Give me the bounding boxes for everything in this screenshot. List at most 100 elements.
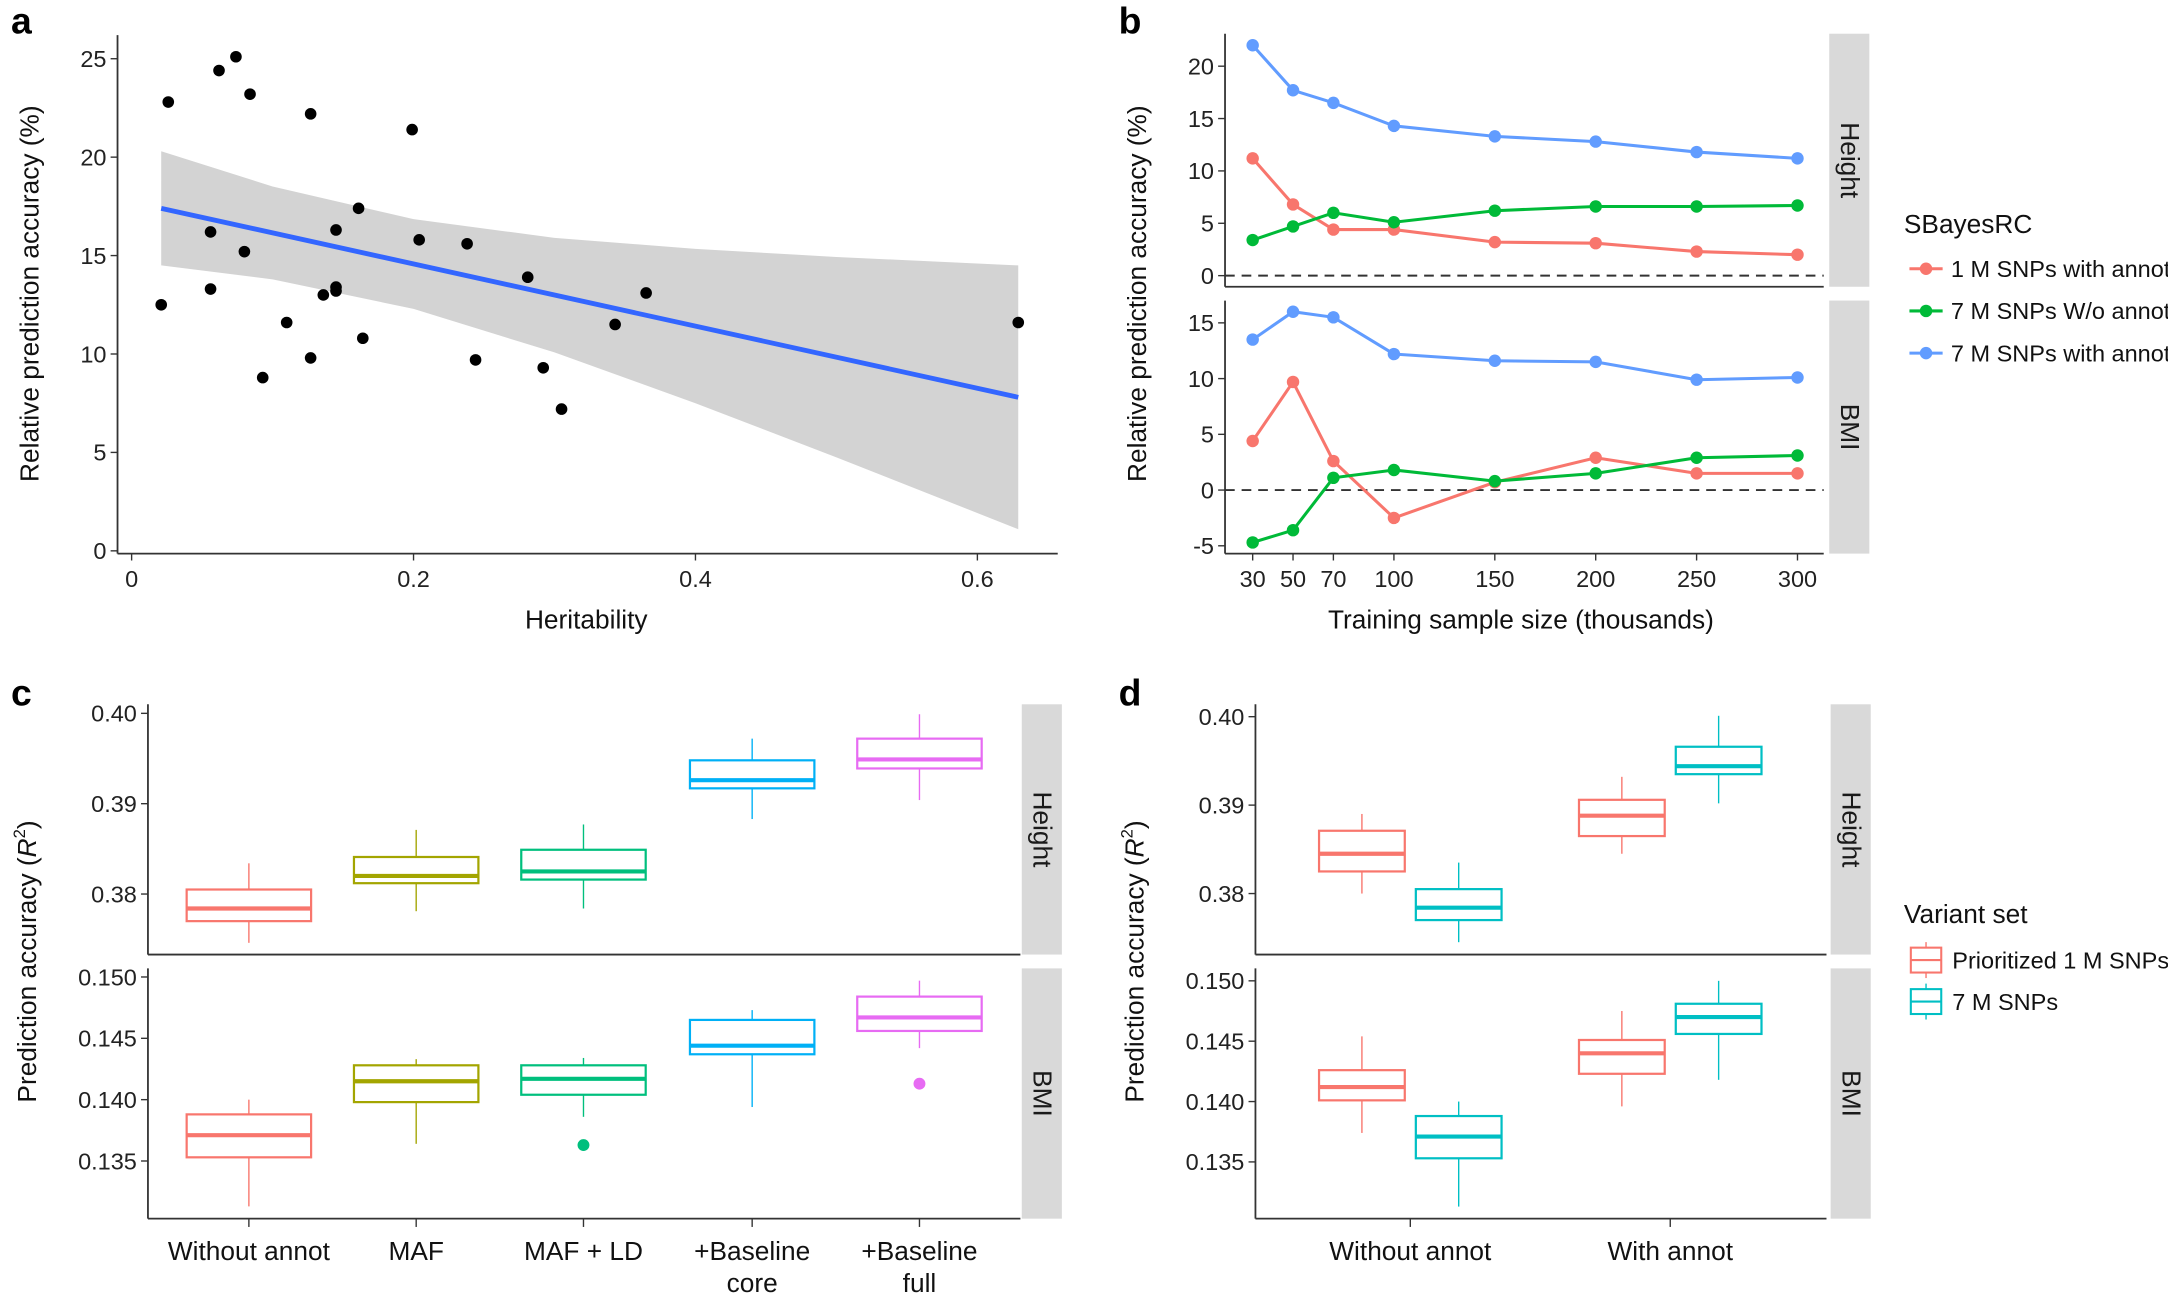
legend-key-point — [1919, 262, 1933, 275]
scatter-point — [537, 361, 550, 374]
panel-letter-a: a — [11, 0, 32, 42]
series-point — [1690, 467, 1703, 480]
panel-d-bmi-y-tick-label: 0.135 — [1186, 1149, 1245, 1175]
box — [520, 1057, 647, 1151]
panel-d-height-facet-strip — [1830, 704, 1871, 955]
series-point — [1387, 119, 1401, 133]
scatter-point — [304, 352, 317, 364]
series-point — [1488, 474, 1502, 488]
scatter-point — [640, 287, 652, 299]
panel-c-bmi-y-tick-label: 0.145 — [78, 1026, 137, 1052]
panel-c-height-facet-strip — [1021, 704, 1062, 955]
panel-d-bmi-facet-label: BMI — [1836, 1070, 1866, 1117]
box-iqr — [688, 759, 816, 790]
panel-c-x-tick-label: MAF + LD — [524, 1236, 643, 1266]
legend-item: 1 M SNPs with annot — [1909, 256, 2168, 282]
panel-c-y-axis-title: Prediction accuracy (R2) — [10, 820, 42, 1102]
panel-b-bmi-facet-strip — [1829, 300, 1870, 554]
panel-b-height-facet-strip — [1829, 33, 1870, 287]
panel-d-x-tick-label-line: With annot — [1607, 1236, 1733, 1266]
panel-b-bmi-y-tick-label: 5 — [1201, 422, 1214, 448]
panel-a-y-axis-title: Relative prediction accuracy (%) — [15, 105, 45, 482]
box — [185, 863, 313, 943]
box — [1414, 1101, 1503, 1207]
panel-a-x-tick-label: 0 — [125, 566, 138, 592]
panel-c-bmi-y-tick-label: 0.140 — [78, 1087, 137, 1113]
panel-d-legend: Variant set Prioritized 1 M SNPs 7 M SNPs — [1904, 899, 2168, 1020]
panel-d-height-y-tick-label: 0.39 — [1199, 792, 1245, 818]
box — [856, 714, 983, 801]
box — [520, 824, 647, 909]
panel-a-y-tick-label: 10 — [80, 341, 106, 367]
panel-b-bmi-y-tick-label: 10 — [1188, 366, 1214, 392]
series-point — [1327, 454, 1340, 468]
box — [688, 1010, 816, 1108]
series-point — [1387, 511, 1401, 525]
panel-d-x-tick-label: Without annot — [1329, 1236, 1492, 1266]
panel-c-x-tick-label-line: +Baseline — [861, 1236, 977, 1266]
panel-c-bmi-facet-strip — [1021, 968, 1062, 1219]
facet-bmi: 0.135 0.140 0.145 0.150 BMI Without annot With… — [1186, 968, 1871, 1266]
box-iqr — [352, 1064, 480, 1104]
confidence-band — [161, 151, 1019, 530]
outlier-point — [913, 1077, 926, 1090]
box — [1317, 1036, 1406, 1133]
series-point — [1791, 449, 1804, 462]
series-point — [1791, 152, 1804, 165]
series-point — [1488, 204, 1502, 217]
scatter-point — [1012, 316, 1025, 329]
panel-c-height-facet-label: Height — [1028, 791, 1058, 868]
panel-b-height-y-tick-label: 20 — [1188, 53, 1214, 79]
scatter-point — [609, 318, 621, 331]
panel-c-height-y-tick-label: 0.38 — [91, 881, 137, 907]
series-point — [1488, 235, 1502, 249]
scatter-point — [238, 245, 251, 258]
y-axis-title-suffix: ) — [12, 820, 42, 829]
scatter-point — [555, 403, 568, 415]
scatter-point — [280, 316, 293, 329]
scatter-point — [162, 96, 175, 108]
series-point — [1286, 84, 1300, 97]
series-point — [1327, 223, 1340, 236]
y-axis-title-variable: R — [12, 838, 42, 857]
panel-a-y-tick-label: 0 — [93, 538, 106, 564]
panel-b-bmi-facet-label: BMI — [1835, 404, 1865, 451]
panel-c: 0.38 0.39 0.40 Height 0.135 0.140 0.145 0.150 BM… — [10, 701, 1062, 1298]
panel-c-x-tick-label: Without annot — [168, 1236, 331, 1266]
facet-height: 0 5 10 15 20 Height — [1188, 33, 1870, 289]
y-axis-title-superscript: 2 — [1117, 829, 1136, 838]
series-point — [1327, 311, 1340, 324]
panel-a-x-axis-title: Heritability — [525, 604, 648, 634]
box-iqr — [185, 888, 313, 923]
legend-label: 1 M SNPs with annot — [1951, 256, 2168, 282]
series-point — [1286, 220, 1300, 233]
panel-b-x-tick-label: 200 — [1576, 566, 1615, 592]
panel-b-height-y-tick-label: 10 — [1188, 158, 1214, 184]
scatter-point — [330, 224, 342, 236]
legend-label: Prioritized 1 M SNPs — [1952, 947, 2168, 973]
y-axis-title-suffix: ) — [1119, 820, 1149, 829]
panel-b-x-tick-label: 300 — [1778, 566, 1817, 592]
panel-c-bmi-facet-label: BMI — [1028, 1070, 1058, 1117]
panel-c-x-tick-label: +Baseline full — [861, 1236, 977, 1298]
box-iqr — [520, 848, 647, 881]
scatter-point — [406, 123, 418, 136]
panel-a-y-tick-label: 5 — [93, 440, 106, 466]
series-point — [1690, 245, 1703, 258]
panel-b-x-tick-label: 150 — [1475, 566, 1514, 592]
scatter-point — [204, 226, 217, 238]
box — [1577, 1011, 1666, 1107]
y-axis-title-superscript: 2 — [10, 829, 29, 838]
box-iqr — [688, 1018, 816, 1056]
panel-c-x-tick-label-line: MAF — [388, 1236, 443, 1266]
series-point — [1791, 371, 1804, 384]
panel-d-bmi-facet-strip — [1830, 968, 1871, 1219]
scatter-point — [155, 298, 168, 311]
series-point — [1791, 248, 1804, 261]
series-point — [1387, 347, 1401, 361]
scatter-point — [521, 271, 534, 284]
scatter-point — [230, 50, 242, 63]
box-iqr — [352, 855, 480, 885]
box — [352, 1059, 480, 1144]
